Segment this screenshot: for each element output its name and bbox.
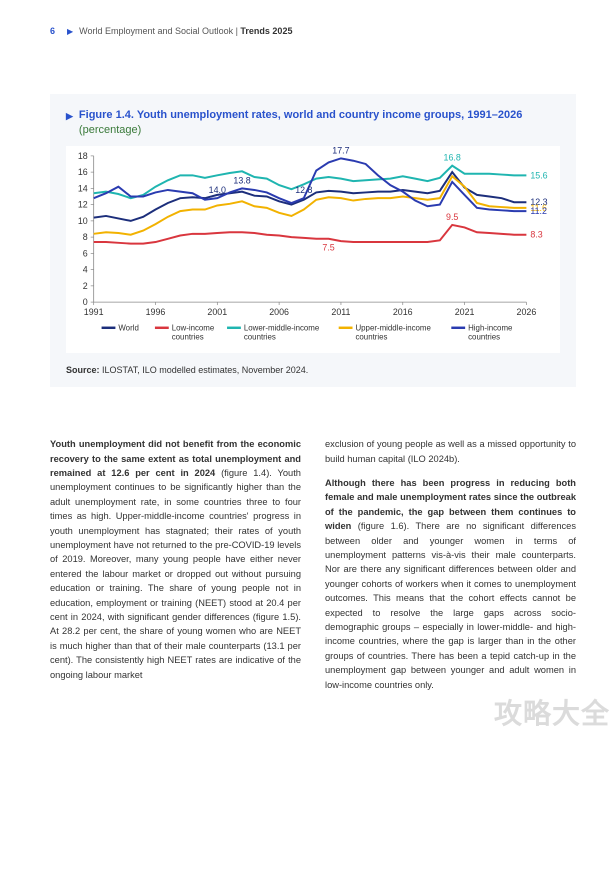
svg-text:17.7: 17.7 xyxy=(332,146,349,155)
svg-text:2011: 2011 xyxy=(331,307,350,317)
page: 6 ▶ World Employment and Social Outlook … xyxy=(0,0,616,738)
figure-arrow-icon: ▶ xyxy=(66,110,73,122)
svg-text:9.5: 9.5 xyxy=(446,212,458,222)
watermark: 攻略大全 xyxy=(494,692,610,732)
header-title: World Employment and Social Outlook | Tr… xyxy=(79,26,292,36)
svg-text:2021: 2021 xyxy=(455,307,475,317)
svg-text:11.2: 11.2 xyxy=(530,206,547,216)
svg-text:2: 2 xyxy=(83,281,88,291)
figure-block: ▶ Figure 1.4. Youth unemployment rates, … xyxy=(50,94,576,387)
svg-text:8: 8 xyxy=(83,232,88,242)
column-1: Youth unemployment did not benefit from … xyxy=(50,437,301,702)
svg-text:4: 4 xyxy=(83,264,88,274)
line-chart: 0 2 4 6 8 10 12 14 16 18 1991 1996 2001 2006 2011 2016 2… xyxy=(66,146,560,353)
svg-text:1996: 1996 xyxy=(146,307,166,317)
header-arrow-icon: ▶ xyxy=(67,27,73,36)
svg-text:Low-income: Low-income xyxy=(172,323,215,332)
svg-text:16.8: 16.8 xyxy=(444,152,461,162)
col2-para1: exclusion of young people as well as a m… xyxy=(325,437,576,466)
svg-text:1991: 1991 xyxy=(84,307,104,317)
svg-text:13.8: 13.8 xyxy=(233,175,250,185)
svg-text:countries: countries xyxy=(172,332,204,341)
svg-text:countries: countries xyxy=(468,332,500,341)
svg-text:countries: countries xyxy=(244,332,276,341)
svg-text:12: 12 xyxy=(78,199,88,209)
svg-text:18: 18 xyxy=(78,151,88,161)
svg-text:Upper-middle-income: Upper-middle-income xyxy=(355,323,431,332)
svg-text:15.6: 15.6 xyxy=(530,170,547,180)
header-title-bold: Trends 2025 xyxy=(240,26,292,36)
svg-text:14: 14 xyxy=(78,183,88,193)
page-number: 6 xyxy=(50,26,55,36)
svg-text:World: World xyxy=(118,323,138,332)
svg-text:0: 0 xyxy=(83,297,88,307)
figure-source: Source: ILOSTAT, ILO modelled estimates,… xyxy=(66,365,560,375)
svg-text:6: 6 xyxy=(83,248,88,258)
figure-title-main: Youth unemployment rates, world and coun… xyxy=(137,109,523,121)
figure-title-text: Figure 1.4. Youth unemployment rates, wo… xyxy=(79,108,560,138)
source-text: ILOSTAT, ILO modelled estimates, Novembe… xyxy=(102,365,308,375)
svg-text:2001: 2001 xyxy=(207,307,227,317)
source-label: Source: xyxy=(66,365,100,375)
body-columns: Youth unemployment did not benefit from … xyxy=(50,437,576,702)
column-2: exclusion of young people as well as a m… xyxy=(325,437,576,702)
col1-para1: Youth unemployment did not benefit from … xyxy=(50,437,301,682)
svg-text:countries: countries xyxy=(355,332,387,341)
svg-text:8.3: 8.3 xyxy=(530,229,542,239)
figure-label: Figure 1.4. xyxy=(79,109,134,121)
svg-text:16: 16 xyxy=(78,167,88,177)
svg-text:12.8: 12.8 xyxy=(295,185,312,195)
figure-title: ▶ Figure 1.4. Youth unemployment rates, … xyxy=(66,108,560,138)
figure-unit: (percentage) xyxy=(79,124,141,136)
svg-text:14.0: 14.0 xyxy=(209,185,226,195)
col2-para2: Although there has been progress in redu… xyxy=(325,476,576,692)
svg-text:10: 10 xyxy=(78,216,88,226)
svg-text:7.5: 7.5 xyxy=(322,242,334,252)
header-title-prefix: World Employment and Social Outlook | xyxy=(79,26,240,36)
svg-text:2006: 2006 xyxy=(269,307,289,317)
col2-p2-rest: (figure 1.6). There are no significant d… xyxy=(325,521,576,689)
svg-text:2026: 2026 xyxy=(517,307,537,317)
svg-text:High-income: High-income xyxy=(468,323,513,332)
col1-p1-rest: (figure 1.4). Youth unemployment continu… xyxy=(50,468,301,680)
svg-text:2016: 2016 xyxy=(393,307,413,317)
page-header: 6 ▶ World Employment and Social Outlook … xyxy=(50,26,576,36)
svg-text:Lower-middle-income: Lower-middle-income xyxy=(244,323,320,332)
chart-container: 0 2 4 6 8 10 12 14 16 18 1991 1996 2001 2006 2011 2016 2… xyxy=(66,146,560,353)
